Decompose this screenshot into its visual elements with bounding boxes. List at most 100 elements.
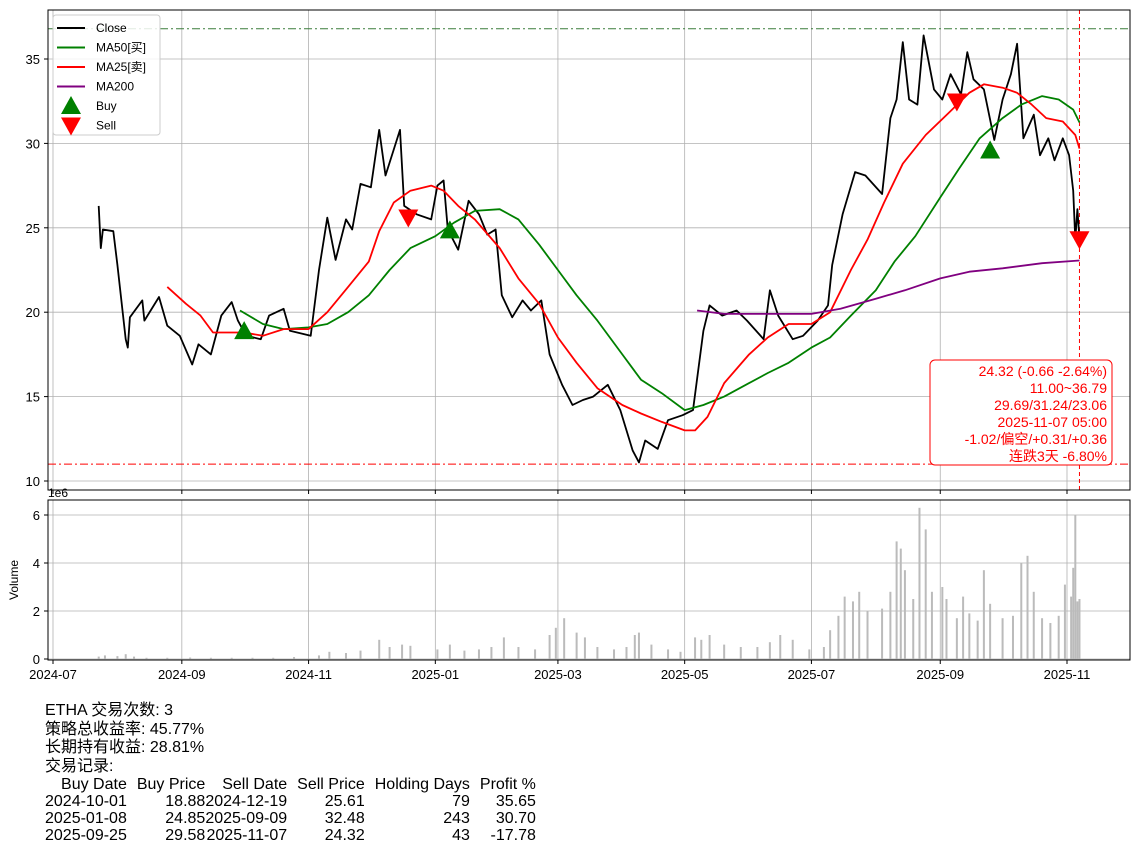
volume-bar xyxy=(633,635,636,659)
table-row: 2025-01-08 24.85 2025-09-09 32.48 243 30.70 xyxy=(45,810,536,827)
volume-bar xyxy=(448,644,451,659)
table-cell: 2025-11-07 xyxy=(206,827,288,844)
annotation-line: 2025-11-07 05:00 xyxy=(998,414,1108,430)
table-cell: 32.48 xyxy=(324,810,365,827)
sell-marker xyxy=(1069,231,1090,250)
annotation-box xyxy=(929,359,1113,466)
volume-y-tick-label: 4 xyxy=(33,556,40,571)
volume-bar xyxy=(359,650,362,659)
col-buy-date: Buy Date xyxy=(61,776,127,793)
series-line-ma50 xyxy=(239,95,1081,411)
col-profit: Profit % xyxy=(479,776,536,793)
volume-bar xyxy=(1049,623,1052,659)
x-tick-label: 2024-07 xyxy=(29,667,77,682)
volume-bar xyxy=(637,632,640,659)
table-cell: 2024-12-19 xyxy=(205,793,288,810)
buy-marker xyxy=(439,220,460,239)
volume-bar xyxy=(209,657,212,659)
legend-sell-marker-icon xyxy=(61,117,81,136)
volume-bar xyxy=(1078,599,1081,659)
price-y-tick-label: 35 xyxy=(26,52,40,67)
trade-records-label: 交易记录: xyxy=(45,757,114,775)
x-tick-label: 2025-09 xyxy=(916,667,964,682)
table-cell: 24.32 xyxy=(324,827,365,844)
table-row: 2025-09-25 29.58 2025-11-07 24.32 43 -17.78 xyxy=(45,827,536,844)
volume-bar xyxy=(976,620,979,659)
volume-bar xyxy=(791,639,794,659)
volume-bar xyxy=(739,647,742,659)
volume-bar xyxy=(889,591,892,659)
volume-bar xyxy=(924,529,927,659)
col-buy-price: Buy Price xyxy=(136,776,206,793)
volume-bar xyxy=(895,541,898,659)
volume-bar xyxy=(563,618,566,659)
volume-bar xyxy=(534,649,537,659)
volume-bar xyxy=(650,644,653,659)
x-tick-label: 2025-01 xyxy=(411,667,459,682)
legend-label: MA50[买] xyxy=(96,41,146,55)
volume-bar xyxy=(145,657,148,659)
price-y-tick-label: 25 xyxy=(26,221,40,236)
volume-bar xyxy=(548,635,551,659)
table-cell: 2025-01-08 xyxy=(45,810,127,827)
volume-bar xyxy=(517,647,520,659)
x-tick-label: 2025-07 xyxy=(788,667,836,682)
volume-bar xyxy=(667,649,670,659)
volume-bar xyxy=(554,627,557,659)
volume-axes-frame xyxy=(47,499,1131,661)
volume-bar xyxy=(116,656,119,659)
series-line-close xyxy=(97,34,1081,464)
volume-bar xyxy=(1026,555,1029,659)
x-tick-label: 2025-03 xyxy=(534,667,582,682)
annotation-line: 连跌3天 -6.80% xyxy=(1009,448,1107,464)
price-y-tick-label: 15 xyxy=(26,390,40,405)
table-cell: 2025-09-25 xyxy=(45,827,127,844)
volume-bar xyxy=(955,618,958,659)
volume-bar xyxy=(401,644,404,659)
table-cell: 35.65 xyxy=(495,793,536,810)
volume-bar xyxy=(477,649,480,659)
table-cell: 30.70 xyxy=(495,810,536,827)
table-cell: 25.61 xyxy=(324,793,365,810)
volume-bar xyxy=(968,613,971,659)
volume-bar xyxy=(317,655,320,659)
volume-bar xyxy=(1063,584,1066,659)
table-cell: 2024-10-01 xyxy=(45,793,127,810)
volume-offset-label: 1e6 xyxy=(48,486,68,500)
volume-bar xyxy=(575,632,578,659)
volume-bar xyxy=(694,637,697,659)
table-header-row: Buy Date Buy Price Sell Date Sell Price … xyxy=(45,776,536,793)
legend-box xyxy=(52,14,161,136)
legend-label: MA200 xyxy=(96,80,134,94)
table-cell: -17.78 xyxy=(490,827,536,844)
sell-marker xyxy=(946,93,967,112)
buy-hold-return: 长期持有收益: 28.81% xyxy=(45,739,205,756)
volume-bar xyxy=(723,644,726,659)
volume-bar xyxy=(837,615,840,659)
buy-marker xyxy=(980,140,1001,159)
col-sell-date: Sell Date xyxy=(222,776,288,793)
col-sell-price: Sell Price xyxy=(297,776,365,793)
volume-bar xyxy=(189,657,192,659)
volume-y-tick-label: 6 xyxy=(33,508,40,523)
table-row: 2024-10-01 18.88 2024-12-19 25.61 79 35.65 xyxy=(45,793,536,810)
volume-bar xyxy=(918,507,921,659)
volume-bar xyxy=(409,645,412,659)
volume-bar xyxy=(779,635,782,659)
volume-bar xyxy=(166,657,169,659)
volume-bar xyxy=(436,649,439,659)
volume-bar xyxy=(251,657,254,659)
volume-y-tick-label: 2 xyxy=(33,604,40,619)
trade-records-table: Buy Date Buy Price Sell Date Sell Price … xyxy=(45,776,536,844)
volume-bar xyxy=(881,608,884,659)
volume-bar xyxy=(700,639,703,659)
legend-label: Buy xyxy=(96,99,117,113)
volume-bar xyxy=(962,596,965,659)
x-tick-label: 2024-11 xyxy=(285,667,332,682)
volume-bar xyxy=(808,649,811,659)
table-cell: 2025-09-09 xyxy=(205,810,288,827)
volume-bar xyxy=(103,655,106,659)
volume-bar xyxy=(1011,615,1014,659)
volume-bar xyxy=(866,611,869,659)
volume-bar xyxy=(1076,601,1079,659)
